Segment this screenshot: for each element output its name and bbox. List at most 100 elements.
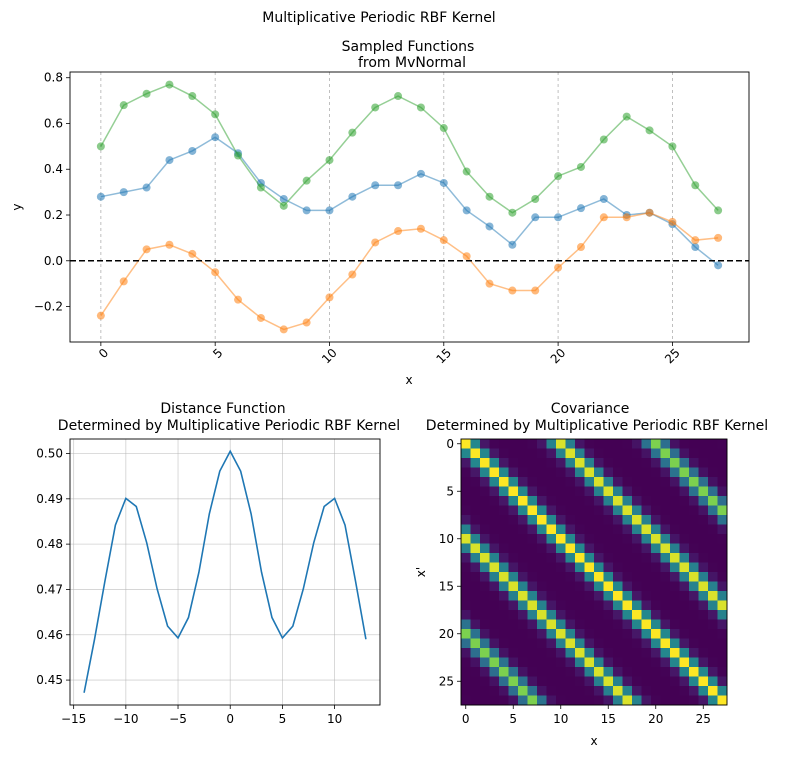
heatmap-cell	[527, 667, 538, 677]
series-point	[279, 325, 288, 334]
heatmap-cell	[689, 543, 699, 554]
heatmap-cell	[489, 657, 500, 668]
heatmap-cell	[603, 486, 614, 497]
covariance-title-line1: Covariance	[551, 401, 630, 417]
heatmap-cell	[641, 591, 652, 601]
heatmap-cell	[660, 648, 671, 658]
heatmap-cell	[575, 458, 585, 468]
heatmap-cell	[689, 581, 699, 592]
heatmap-cell	[679, 543, 690, 554]
heatmap-cell	[461, 695, 471, 706]
heatmap-cell	[660, 448, 671, 459]
series-point	[439, 236, 448, 245]
heatmap-cell	[651, 543, 661, 554]
series-point	[394, 92, 403, 101]
heatmap-cell	[708, 534, 718, 544]
heatmap-cell	[717, 667, 728, 677]
heatmap-cell	[565, 496, 576, 506]
heatmap-cell	[651, 486, 661, 497]
y-tick-label: 0.6	[44, 116, 63, 130]
heatmap-cell	[508, 448, 519, 459]
heatmap-cell	[489, 600, 500, 611]
heatmap-cell	[518, 667, 528, 677]
heatmap-cell	[708, 467, 718, 478]
heatmap-cell	[632, 629, 642, 639]
heatmap-cell	[461, 439, 471, 449]
heatmap-cell	[717, 439, 728, 449]
heatmap-cell	[537, 657, 547, 668]
heatmap-cell	[508, 619, 519, 630]
heatmap-cell	[499, 648, 509, 658]
heatmap-cell	[632, 591, 642, 601]
heatmap-cell	[641, 486, 652, 497]
heatmap-cell	[660, 591, 671, 601]
heatmap-cell	[689, 591, 699, 601]
heatmap-cell	[575, 467, 585, 478]
heatmap-cell	[679, 619, 690, 630]
heatmap-cell	[565, 686, 576, 696]
heatmap-cell	[565, 439, 576, 449]
heatmap-cell	[708, 600, 718, 611]
heatmap-cell	[670, 610, 680, 620]
heatmap-cell	[584, 562, 595, 573]
x-tick-label: 25	[696, 712, 711, 726]
heatmap-cell	[651, 534, 661, 544]
heatmap-cell	[651, 553, 661, 563]
heatmap-cell	[670, 515, 680, 525]
heatmap-cell	[546, 524, 557, 535]
heatmap-cell	[641, 638, 652, 649]
distance-function-line	[83, 449, 367, 693]
heatmap-cell	[489, 458, 500, 468]
heatmap-cell	[698, 676, 709, 687]
heatmap-cell	[584, 505, 595, 516]
heatmap-cell	[660, 667, 671, 677]
heatmap-cell	[584, 648, 595, 658]
heatmap-cell	[603, 515, 614, 525]
heatmap-cell	[622, 648, 633, 658]
series-point	[439, 124, 448, 133]
heatmap-cell	[613, 562, 623, 573]
heatmap-cell	[632, 648, 642, 658]
heatmap-cell	[489, 534, 500, 544]
heatmap-cell	[641, 629, 652, 639]
heatmap-cell	[508, 543, 519, 554]
heatmap-cell	[679, 676, 690, 687]
heatmap-cell	[651, 676, 661, 687]
heatmap-cell	[632, 686, 642, 696]
heatmap-cell	[613, 657, 623, 668]
series-point	[599, 194, 608, 203]
heatmap-cell	[499, 486, 509, 497]
heatmap-cell	[575, 610, 585, 620]
heatmap-cell	[622, 657, 633, 668]
heatmap-cell	[651, 581, 661, 592]
heatmap-cell	[584, 553, 595, 563]
heatmap-cell	[461, 553, 471, 563]
heatmap-cell	[622, 553, 633, 563]
heatmap-cell	[527, 629, 538, 639]
heatmap-cell	[470, 591, 481, 601]
heatmap-cell	[651, 695, 661, 706]
heatmap-cell	[594, 638, 604, 649]
x-tick-label: 10	[553, 712, 568, 726]
heatmap-cell	[689, 610, 699, 620]
heatmap-cell	[546, 695, 557, 706]
heatmap-cell	[518, 591, 528, 601]
heatmap-cell	[575, 619, 585, 630]
series-point	[96, 192, 105, 201]
heatmap-cell	[660, 686, 671, 696]
heatmap-cell	[480, 439, 490, 449]
heatmap-cell	[698, 477, 709, 487]
heatmap-cell	[679, 515, 690, 525]
heatmap-cell	[717, 686, 728, 696]
heatmap-cell	[480, 477, 490, 487]
heatmap-cell	[499, 657, 509, 668]
heatmap-cell	[565, 610, 576, 620]
heatmap-cell	[594, 496, 604, 506]
heatmap-cell	[556, 638, 566, 649]
series-point	[576, 243, 585, 252]
heatmap-cell	[565, 524, 576, 535]
heatmap-cell	[537, 581, 547, 592]
sampled-functions-title-line2: from MvNormal	[358, 55, 466, 71]
heatmap-cell	[461, 667, 471, 677]
heatmap-cell	[518, 467, 528, 478]
